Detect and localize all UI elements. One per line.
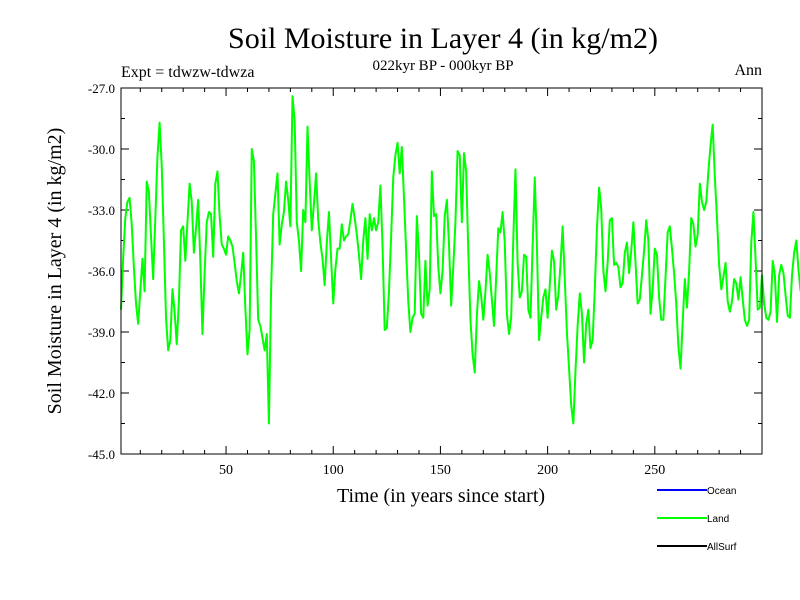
x-tick-label: 100	[323, 463, 344, 478]
x-tick-label: 250	[644, 463, 665, 478]
y-tick-label: -45.0	[88, 447, 115, 462]
y-tick-label: -27.0	[88, 81, 115, 96]
legend-label: AllSurf	[707, 542, 737, 553]
y-axis-label: Soil Moisture in Layer 4 (in kg/m2)	[44, 128, 66, 415]
plot-area: -45.0 -42.0 -39.0 -36.0 -33.0 -30.0 -27.0 50 100…	[88, 81, 800, 478]
season-label: Ann	[734, 62, 762, 79]
experiment-label: Expt = tdwzw-tdwza	[121, 64, 254, 81]
plot-frame	[120, 87, 763, 455]
legend-label: Land	[707, 514, 729, 525]
y-tick-label: -42.0	[88, 386, 115, 401]
y-tick-label: -30.0	[88, 142, 115, 157]
legend-item-ocean: Ocean	[657, 486, 736, 497]
legend-item-allsurf: AllSurf	[657, 542, 737, 553]
series-line-land	[120, 95, 800, 425]
y-tick-label: -36.0	[88, 264, 115, 279]
y-tick-label: -39.0	[88, 325, 115, 340]
chart-subtitle: 022kyr BP - 000kyr BP	[372, 58, 513, 74]
x-tick-label: 150	[430, 463, 451, 478]
legend: Ocean Land AllSurf	[657, 486, 737, 553]
y-tick-label: -33.0	[88, 203, 115, 218]
x-axis-label: Time (in years since start)	[337, 485, 545, 507]
x-tick-label: 200	[537, 463, 558, 478]
chart-title: Soil Moisture in Layer 4 (in kg/m2)	[228, 22, 658, 55]
x-tick-label: 50	[219, 463, 233, 478]
legend-item-land: Land	[657, 514, 729, 525]
legend-label: Ocean	[707, 486, 736, 497]
